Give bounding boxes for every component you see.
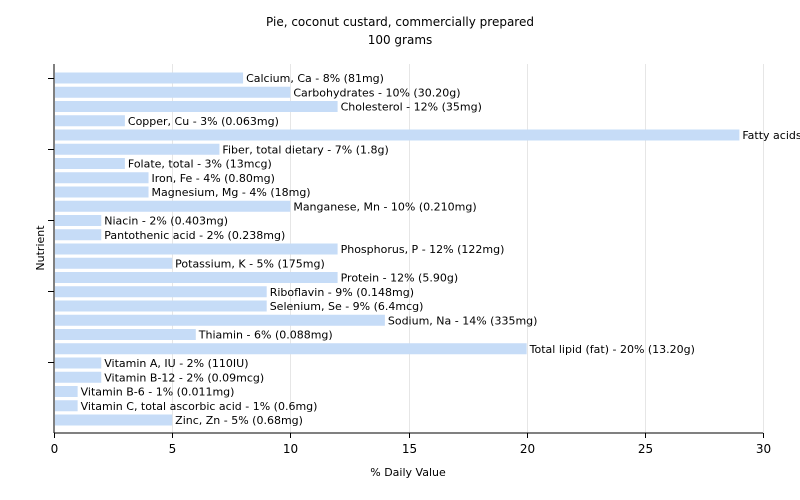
x-tick-label: 25: [638, 442, 653, 456]
x-tick-label: 15: [402, 442, 417, 456]
bar-label: Cholesterol - 12% (35mg): [341, 101, 482, 114]
bar-label: Vitamin C, total ascorbic acid - 1% (0.6…: [81, 400, 318, 413]
bar-label: Thiamin - 6% (0.088mg): [198, 329, 333, 342]
bar: [55, 343, 527, 355]
bar-label: Vitamin B-12 - 2% (0.09mcg): [104, 371, 264, 384]
bars: Calcium, Ca - 8% (81mg)Carbohydrates - 1…: [55, 72, 800, 427]
bar: [55, 357, 102, 369]
bar-label: Niacin - 2% (0.403mg): [104, 215, 228, 228]
bar-label: Carbohydrates - 10% (30.20g): [293, 86, 460, 99]
bar-label: Copper, Cu - 3% (0.063mg): [128, 115, 279, 128]
bar: [55, 86, 291, 98]
bar: [55, 215, 102, 226]
bar-label: Zinc, Zn - 5% (0.68mg): [175, 414, 303, 427]
bar: [55, 129, 740, 141]
bar: [55, 272, 338, 283]
bar-label: Phosphorus, P - 12% (122mg): [341, 243, 505, 256]
bar: [55, 143, 220, 155]
y-axis-label: Nutrient: [34, 225, 47, 271]
bar-label: Manganese, Mn - 10% (0.210mg): [293, 200, 476, 213]
bar-label: Riboflavin - 9% (0.148mg): [270, 286, 414, 299]
bar-label: Vitamin A, IU - 2% (110IU): [104, 357, 248, 370]
bar: [55, 286, 267, 298]
bar-label: Selenium, Se - 9% (6.4mcg): [270, 300, 424, 313]
bar: [55, 101, 338, 112]
bar-label: Vitamin B-6 - 1% (0.011mg): [81, 386, 235, 399]
bar: [55, 371, 102, 383]
x-tick-label: 10: [283, 442, 298, 456]
bar: [55, 200, 291, 212]
bar: [55, 257, 173, 269]
x-ticks: 0 5 10 15 20 25 30: [51, 433, 771, 456]
bar: [55, 400, 78, 412]
x-tick-label: 5: [169, 442, 177, 456]
bar: [55, 414, 173, 426]
bar-label: Sodium, Na - 14% (335mg): [388, 314, 538, 327]
bar: [55, 386, 78, 397]
bar-label: Calcium, Ca - 8% (81mg): [246, 72, 384, 85]
bar: [55, 172, 149, 184]
bar: [55, 314, 385, 326]
bar-label: Protein - 12% (5.90g): [341, 272, 459, 285]
bar-label: Fiber, total dietary - 7% (1.8g): [222, 143, 388, 156]
x-tick-label: 0: [51, 442, 59, 456]
bar: [55, 229, 102, 241]
bar-label: Iron, Fe - 4% (0.80mg): [152, 172, 275, 185]
bar: [55, 243, 338, 255]
bar: [55, 115, 125, 127]
bar: [55, 158, 125, 169]
x-tick-label: 20: [520, 442, 535, 456]
bar: [55, 329, 196, 340]
bar-label: Total lipid (fat) - 20% (13.20g): [529, 343, 695, 356]
bar: [55, 300, 267, 312]
x-tick-label: 30: [756, 442, 771, 456]
y-ticks: [48, 78, 54, 363]
chart-title: Pie, coconut custard, commercially prepa…: [266, 15, 534, 29]
chart-subtitle: 100 grams: [367, 33, 433, 47]
bar-label: Pantothenic acid - 2% (0.238mg): [104, 229, 285, 242]
bar-label: Magnesium, Mg - 4% (18mg): [152, 186, 311, 199]
x-axis-label: % Daily Value: [370, 466, 446, 479]
bar-label: Potassium, K - 5% (175mg): [175, 257, 325, 270]
bar: [55, 72, 244, 84]
bar-label: Fatty acids, total saturated - 29% (5.85…: [742, 129, 800, 142]
bar-label: Folate, total - 3% (13mcg): [128, 158, 272, 171]
bar: [55, 186, 149, 198]
